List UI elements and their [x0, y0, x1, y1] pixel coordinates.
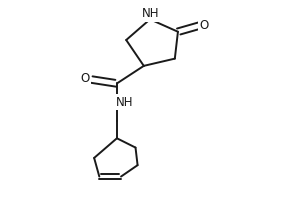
Text: O: O: [200, 19, 209, 32]
Text: NH: NH: [142, 7, 160, 20]
Text: O: O: [80, 72, 90, 85]
Text: NH: NH: [116, 96, 134, 109]
